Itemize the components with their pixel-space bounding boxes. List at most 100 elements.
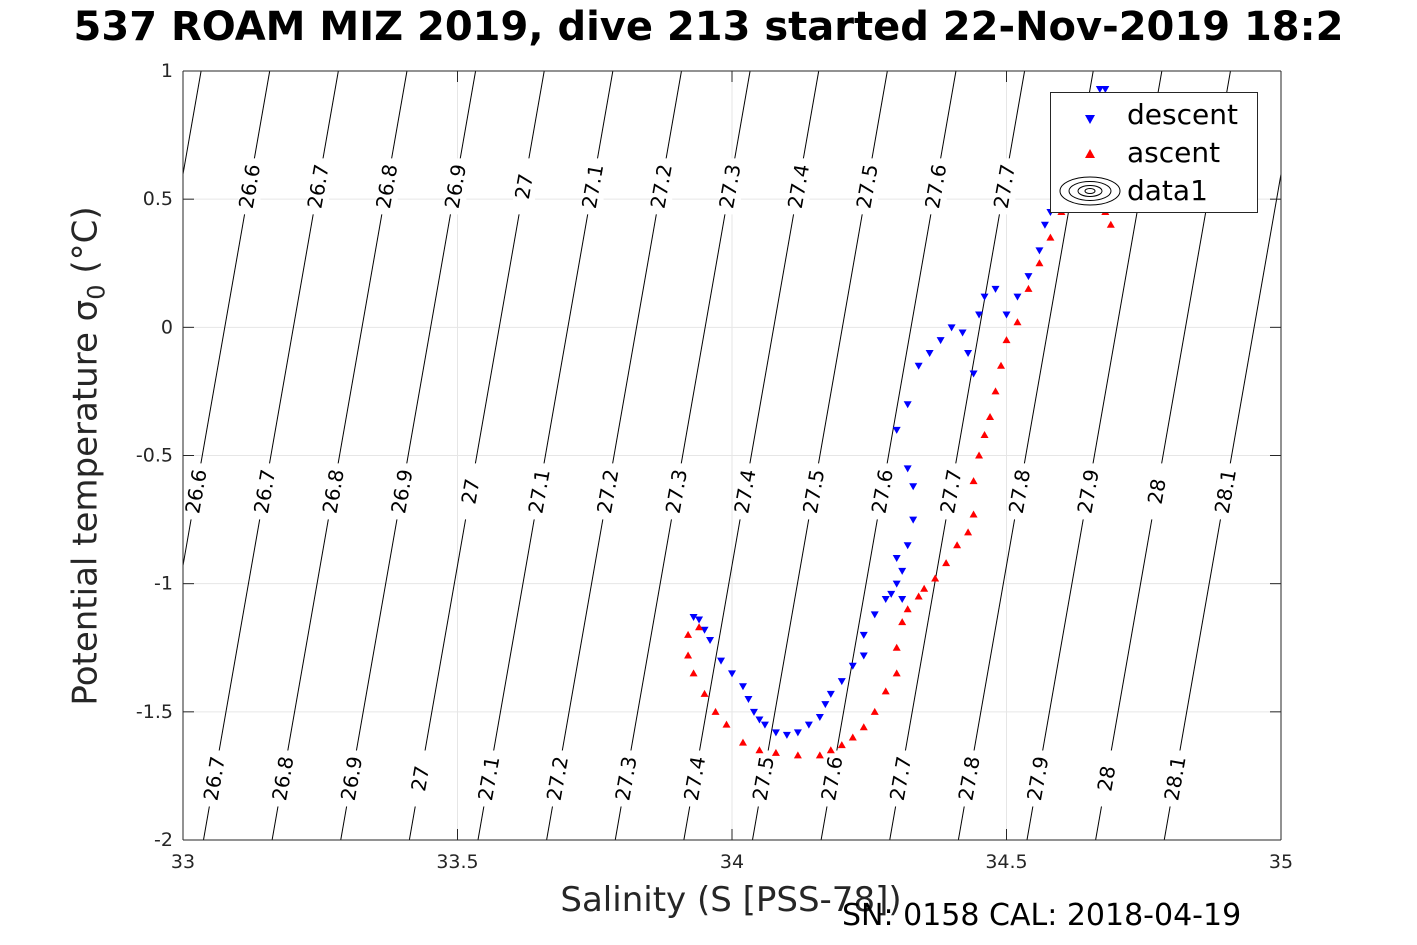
ascent-point: [975, 451, 984, 459]
isopycnal-label-mask: [444, 158, 467, 215]
isopycnal-label-mask: [546, 750, 569, 807]
isopycnal-label-mask: [993, 158, 1016, 215]
ascent-point: [859, 723, 868, 731]
descent-point: [898, 596, 907, 604]
ascent-point: [793, 751, 802, 759]
descent-point: [848, 662, 857, 670]
descent-point: [749, 708, 758, 716]
legend-entry-data1: data1: [1051, 173, 1259, 209]
isopycnal-label-mask: [752, 750, 775, 807]
descent-marker-icon: [1085, 115, 1095, 124]
ascent-point: [870, 707, 879, 715]
isopycnal-label: 27: [406, 764, 434, 793]
descent-point: [804, 721, 813, 729]
isopycnal-label-mask: [650, 158, 673, 215]
descent-point: [1035, 247, 1044, 255]
descent-point: [925, 349, 934, 357]
isopycnal-label-mask: [203, 750, 226, 807]
ascent-point: [1024, 284, 1033, 292]
descent-point: [1040, 221, 1049, 229]
ascent-point: [695, 623, 704, 631]
y-tick-label: 0: [161, 316, 173, 338]
isopycnal-label-mask: [939, 463, 962, 520]
descent-point: [859, 631, 868, 639]
ascent-marker-icon: [1085, 149, 1095, 158]
ascent-point: [711, 707, 720, 715]
isopycnal-label-mask: [253, 463, 276, 520]
descent-point: [892, 555, 901, 563]
descent-point: [909, 483, 918, 491]
ascent-point: [969, 510, 978, 518]
ascent-point: [997, 361, 1006, 369]
isopycnal-label-mask: [615, 750, 638, 807]
descent-point: [815, 713, 824, 721]
ascent-point: [942, 559, 951, 567]
isopycnal-label-mask: [1077, 463, 1100, 520]
legend-label-ascent: ascent: [1127, 136, 1221, 169]
descent-point: [695, 616, 704, 624]
ascent-point: [931, 574, 940, 582]
ascent-point: [920, 584, 929, 592]
ascent-point: [1106, 220, 1115, 228]
descent-point: [1013, 293, 1022, 301]
ascent-point: [903, 605, 912, 613]
isopycnal-label-mask: [802, 463, 825, 520]
descent-point: [744, 696, 753, 704]
x-tick-label: 33: [171, 851, 195, 873]
ascent-point: [986, 413, 995, 421]
isopycnal-label: 28: [1143, 477, 1171, 506]
descent-point: [837, 678, 846, 686]
ascent-point: [898, 618, 907, 626]
descent-point: [821, 701, 830, 709]
ascent-point: [892, 643, 901, 651]
ascent-point: [826, 746, 835, 754]
contour-symbol-icon: [1059, 176, 1121, 206]
isopycnal-label-mask: [871, 463, 894, 520]
isopycnal-label-mask: [528, 463, 551, 520]
y-tick-label: -1.5: [136, 701, 173, 723]
descent-point: [881, 596, 890, 604]
isopycnal-label-mask: [820, 750, 843, 807]
descent-point: [760, 721, 769, 729]
isopycnal-label-mask: [596, 463, 619, 520]
legend: descent ascent data1: [1050, 92, 1258, 213]
descent-point: [964, 349, 973, 357]
isopycnal-label: 27: [510, 172, 538, 201]
isopycnal-label-mask: [340, 750, 363, 807]
y-tick-label: 0.5: [143, 188, 173, 210]
ascent-point: [738, 738, 747, 746]
footer-serial-cal: SN: 0158 CAL: 2018-04-19: [842, 898, 1242, 933]
ascent-point: [684, 630, 693, 638]
ascent-point: [892, 669, 901, 677]
y-tick-label: -1: [154, 573, 173, 595]
descent-point: [914, 362, 923, 370]
ascent-point: [980, 430, 989, 438]
isopycnal-label-mask: [665, 463, 688, 520]
descent-point: [947, 324, 956, 332]
isopycnal-label-mask: [718, 158, 741, 215]
isopycnal-label-mask: [459, 463, 482, 520]
legend-entry-descent: descent: [1051, 97, 1259, 133]
isopycnal-label-mask: [477, 750, 500, 807]
y-tick-label: 1: [161, 60, 173, 82]
descent-point: [689, 613, 698, 621]
descent-point: [793, 729, 802, 737]
isopycnal-label-mask: [1145, 463, 1168, 520]
isopycnal-label-mask: [375, 158, 398, 215]
ascent-point: [1035, 259, 1044, 267]
ascent-point: [1002, 336, 1011, 344]
descent-point: [903, 542, 912, 550]
isopycnal-label-mask: [322, 463, 345, 520]
ascent-point: [964, 528, 973, 536]
descent-point: [958, 329, 967, 337]
isopycnal-label-mask: [1095, 750, 1118, 807]
descent-point: [991, 285, 1000, 293]
descent-point: [909, 516, 918, 524]
legend-label-data1: data1: [1127, 174, 1208, 207]
descent-point: [870, 611, 879, 619]
isopycnal-label-mask: [787, 158, 810, 215]
descent-point: [892, 426, 901, 434]
ascent-point: [837, 741, 846, 749]
isopycnal-label-mask: [512, 158, 535, 215]
descent-point: [755, 716, 764, 724]
